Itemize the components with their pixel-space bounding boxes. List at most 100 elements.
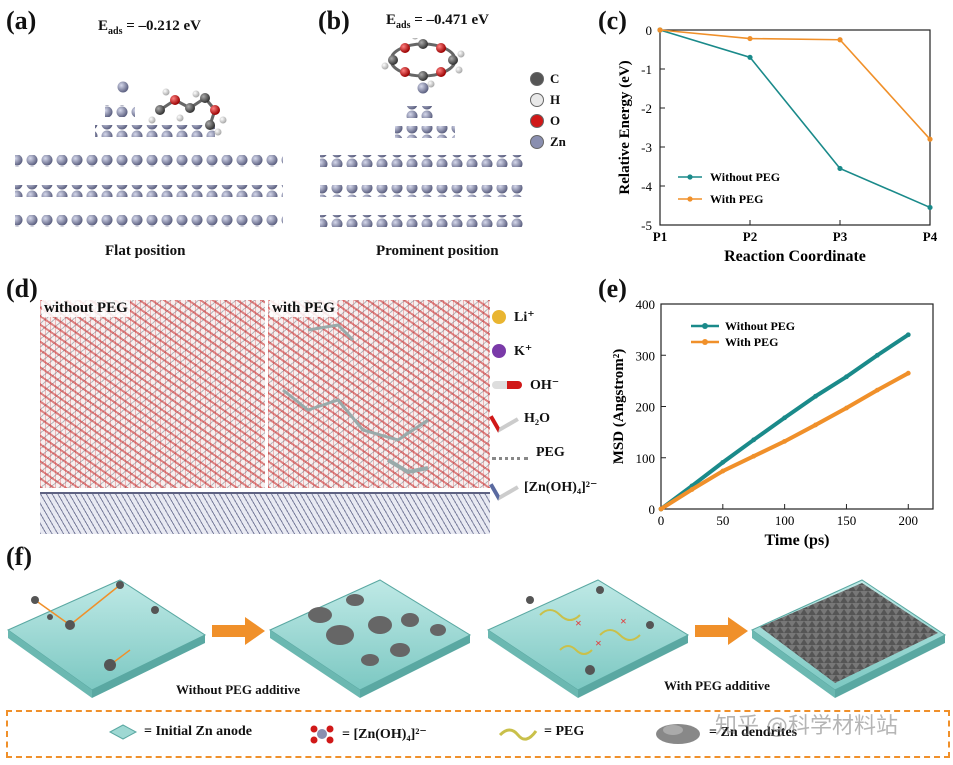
svg-text:×: × — [575, 616, 582, 630]
species-legend: Li⁺ K⁺ OH⁻ H₂O PEG [Zn(OH)₄]²⁻ — [489, 300, 607, 504]
data-point — [844, 405, 849, 411]
species-label: K⁺ — [514, 343, 533, 359]
y-tick-label: -3 — [641, 140, 652, 155]
atom-legend-h: H — [530, 89, 566, 110]
legend-marker — [687, 174, 693, 180]
zn-slab — [40, 492, 490, 534]
legend-peg: = PEG — [498, 723, 584, 741]
peg-chains — [282, 323, 429, 475]
data-point — [747, 35, 753, 42]
y-tick-label: -1 — [641, 62, 652, 77]
data-point — [813, 393, 818, 399]
legend-marker — [702, 339, 708, 345]
species-icon — [492, 344, 506, 358]
md-box-with-peg-title: with PEG — [270, 300, 337, 317]
y-tick-label: -5 — [641, 218, 652, 233]
panel-b-adsorption-energy: Eads = –0.471 eV — [386, 12, 490, 31]
data-point — [751, 453, 757, 459]
x-tick-label: 50 — [716, 513, 729, 528]
md-box-without-peg-title: without PEG — [42, 300, 130, 317]
atom-legend-label: O — [550, 112, 561, 128]
atom-legend: C H O Zn — [530, 68, 566, 152]
panel-b-prominent-adsorption-model — [320, 38, 525, 227]
without-peg-caption: Without PEG additive — [176, 682, 301, 697]
data-point — [658, 506, 664, 512]
y-tick-label: 400 — [636, 297, 656, 312]
data-point — [689, 487, 695, 492]
atom-c-icon — [530, 71, 544, 86]
atom-legend-zn: Zn — [530, 131, 566, 152]
data-point — [747, 54, 753, 60]
panel-f-label: (f) — [6, 542, 32, 571]
x-tick-label: P3 — [833, 229, 848, 244]
y-tick-label: 0 — [646, 23, 653, 38]
data-point — [874, 387, 880, 393]
data-point — [782, 415, 788, 421]
md-box-with-peg: with PEG — [268, 300, 490, 488]
y-tick-label: 100 — [636, 451, 656, 466]
data-point — [927, 136, 933, 142]
atom-legend-c: C — [530, 68, 566, 89]
legend-zincate: = [Zn(OH)₄]²⁻ — [308, 723, 427, 745]
series-line-1 — [659, 29, 931, 140]
panel-f-schematic: × × × — [6, 579, 946, 698]
plot-frame — [659, 29, 931, 226]
legend-marker — [702, 323, 708, 329]
data-point — [720, 459, 726, 465]
panel-a-caption: Flat position — [105, 243, 186, 259]
species-label: H₂O — [524, 411, 550, 426]
data-point — [905, 332, 911, 338]
panel-b-caption: Prominent position — [376, 243, 499, 259]
panel-a-adsorption-energy: Eads = –0.212 eV — [98, 18, 202, 37]
species-legend-item: OH⁻ — [492, 368, 607, 402]
atom-legend-o: O — [530, 110, 566, 131]
species-legend-item: Li⁺ — [492, 300, 607, 334]
species-icon — [492, 310, 506, 324]
y-tick-label: -4 — [641, 179, 652, 194]
legend-marker — [687, 196, 693, 202]
watermark: 知乎 @科学材料站 — [715, 714, 898, 739]
y-tick-label: 300 — [636, 348, 656, 363]
data-point — [844, 374, 849, 380]
species-label: [Zn(OH)₄]²⁻ — [524, 479, 598, 495]
panel-d-label: (d) — [6, 274, 38, 303]
panel-c-label: (c) — [598, 6, 627, 35]
species-legend-item: K⁺ — [492, 334, 607, 368]
atom-legend-label: H — [550, 91, 561, 107]
y-tick-label: 200 — [636, 400, 656, 415]
atom-h-icon — [530, 92, 544, 107]
panel-e-msd-chart: 0 100 200 300 400 0 50 100 150 200 Time (ps) MSD (A… — [611, 297, 934, 549]
data-point — [905, 370, 911, 376]
md-box-without-peg: without PEG — [40, 300, 265, 488]
atom-legend-label: Zn — [550, 133, 566, 149]
y-axis-label: Relative Energy (eV) — [617, 60, 633, 194]
legend-anode: = Initial Zn anode — [108, 723, 252, 741]
species-legend-item: PEG — [492, 436, 607, 470]
x-tick-label: 150 — [837, 513, 857, 528]
legend-dendrite: = Zn dendrites — [653, 720, 797, 746]
panel-e-label: (e) — [598, 274, 627, 303]
data-point — [782, 438, 788, 444]
species-legend-item: [Zn(OH)₄]²⁻ — [489, 470, 607, 504]
x-tick-label: 100 — [775, 513, 795, 528]
panel-a-flat-adsorption-model — [15, 81, 283, 227]
legend-label: With PEG — [710, 192, 763, 206]
y-tick-label: 0 — [649, 502, 656, 517]
species-icon — [492, 381, 522, 389]
panel-b-label: (b) — [318, 6, 350, 35]
panel-f-legend: = Initial Zn anode = [Zn(OH)₄]²⁻ = PEG =… — [6, 710, 950, 758]
legend-label: Without PEG — [710, 170, 780, 184]
species-legend-item: H₂O — [489, 402, 607, 436]
data-point — [751, 437, 757, 443]
svg-text:×: × — [595, 636, 602, 650]
species-icon — [489, 473, 519, 501]
x-tick-label: 200 — [899, 513, 919, 528]
x-axis-label: Time (ps) — [764, 532, 829, 549]
x-tick-label: P4 — [923, 229, 938, 244]
svg-text:×: × — [620, 614, 627, 628]
x-tick-label: 0 — [658, 513, 665, 528]
data-point — [874, 352, 880, 358]
species-label: Li⁺ — [514, 309, 535, 325]
species-label: PEG — [536, 445, 565, 460]
anode-plate-icon — [108, 724, 138, 740]
